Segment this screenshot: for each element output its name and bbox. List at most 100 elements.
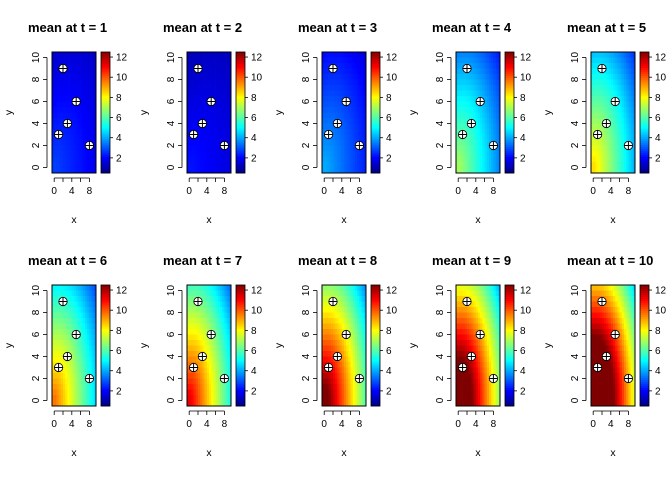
heatmap-cell <box>359 52 362 58</box>
heatmap-cell <box>56 118 59 124</box>
heatmap-cell <box>493 323 496 330</box>
heatmap-cell <box>628 118 631 124</box>
heatmap-cell <box>335 57 338 64</box>
heatmap-cell <box>80 312 84 319</box>
colorbar-swatch <box>371 319 380 322</box>
heatmap-cell <box>217 400 221 407</box>
heatmap-cell <box>491 362 494 368</box>
heatmap-cell <box>93 145 97 152</box>
heatmap-cell <box>76 351 79 357</box>
heatmap-cell <box>76 400 79 407</box>
heatmap-cell <box>348 345 351 352</box>
heatmap-cell <box>198 79 201 86</box>
heatmap-cell <box>344 68 347 75</box>
heatmap-cell <box>78 307 81 313</box>
colorbar-swatch <box>640 124 649 128</box>
heatmap-cell <box>213 123 216 130</box>
heatmap-cell <box>228 101 232 108</box>
heatmap-cell <box>475 312 479 319</box>
x-tick-label: 8 <box>491 186 497 197</box>
colorbar-swatch <box>236 329 245 332</box>
heatmap-cell <box>621 118 625 124</box>
colorbar-swatch <box>371 303 380 306</box>
heatmap-cell <box>85 118 88 124</box>
heatmap-cell <box>80 334 84 341</box>
colorbar-swatch <box>101 355 110 358</box>
heatmap-cell <box>220 334 223 341</box>
heatmap-cell <box>484 57 488 64</box>
heatmap-cell <box>475 400 479 407</box>
heatmap-cell <box>85 74 88 80</box>
colorbar-swatch <box>236 74 245 77</box>
heatmap-cell <box>497 68 501 75</box>
heatmap-cell <box>344 389 347 396</box>
heatmap-cell <box>228 318 232 324</box>
colorbar-swatch <box>371 76 380 79</box>
heatmap-cell <box>52 318 55 324</box>
heatmap-cell <box>456 301 459 308</box>
heatmap-cell <box>462 123 466 130</box>
heatmap-cell <box>632 162 636 168</box>
heatmap-cell <box>357 101 360 108</box>
heatmap-cell <box>344 52 347 58</box>
heatmap-cell <box>337 296 340 302</box>
heatmap-cell <box>52 340 55 346</box>
heatmap-cell <box>213 90 216 97</box>
heatmap-cell <box>610 156 614 163</box>
heatmap-cell <box>486 129 490 135</box>
heatmap-cell <box>220 384 223 390</box>
heatmap-cell <box>333 329 336 335</box>
heatmap-cell <box>491 367 494 374</box>
colorbar-swatch <box>371 305 380 308</box>
colorbar-swatch <box>505 385 514 389</box>
heatmap <box>456 52 501 174</box>
heatmap-cell <box>215 307 219 313</box>
heatmap-cell <box>204 362 208 368</box>
heatmap-cell <box>60 356 64 363</box>
heatmap-cell <box>202 290 205 297</box>
heatmap-cell <box>324 290 327 297</box>
colorbar-swatch <box>505 160 514 164</box>
colorbar-swatch <box>236 359 245 363</box>
heatmap-cell <box>363 145 367 152</box>
heatmap-cell <box>478 296 481 302</box>
heatmap-cell <box>604 85 607 91</box>
heatmap-cell <box>337 290 340 297</box>
colorbar-swatch <box>371 349 380 352</box>
heatmap-cell <box>456 345 459 352</box>
colorbar-swatch <box>236 76 245 79</box>
heatmap-cell <box>493 290 496 297</box>
heatmap-cell <box>211 140 214 146</box>
heatmap-cell <box>56 301 59 308</box>
heatmap-cell <box>615 90 618 97</box>
heatmap-cell <box>344 151 347 157</box>
y-tick-label: 0 <box>166 164 177 170</box>
heatmap-cell <box>346 345 349 352</box>
heatmap-cell <box>69 112 73 119</box>
heatmap-cell <box>344 290 347 297</box>
colorbar-swatch <box>640 108 649 111</box>
heatmap-cell <box>480 367 483 374</box>
colorbar-swatch <box>101 307 110 310</box>
heatmap-cell <box>617 140 620 146</box>
heatmap-cell <box>493 389 496 396</box>
heatmap-cell <box>357 90 360 97</box>
heatmap-cell <box>489 118 492 124</box>
heatmap-cell <box>599 107 603 113</box>
heatmap-cell <box>74 345 77 352</box>
heatmap-cell <box>471 285 474 291</box>
heatmap-cell <box>346 389 349 396</box>
heatmap-cell <box>76 285 79 291</box>
heatmap-cell <box>484 356 488 363</box>
heatmap-cell <box>333 90 336 97</box>
heatmap-cell <box>228 312 232 319</box>
heatmap-cell <box>67 63 70 69</box>
heatmap-cell <box>471 52 474 58</box>
heatmap-cell <box>82 129 86 135</box>
heatmap-cell <box>213 63 216 69</box>
heatmap-cell <box>67 307 70 313</box>
heatmap-cell <box>222 307 225 313</box>
heatmap-cell <box>464 334 468 341</box>
heatmap-cell <box>206 112 210 119</box>
heatmap-cell <box>484 96 488 102</box>
